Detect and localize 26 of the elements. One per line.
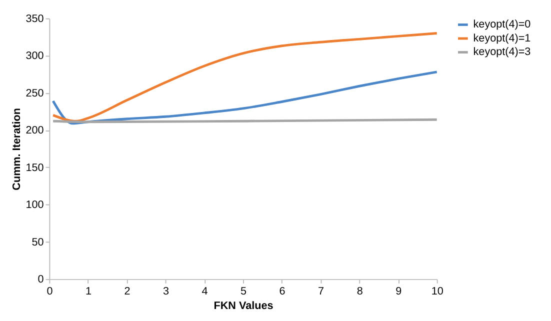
line-series — [52, 70, 438, 125]
y-tick-label: 100 — [26, 199, 44, 212]
x-tick-label: 8 — [356, 285, 363, 298]
line-series — [52, 32, 438, 122]
x-tick-label: 2 — [124, 285, 130, 298]
y-axis-title: Cumm. Iteration — [10, 108, 23, 190]
y-tick-label: 350 — [26, 12, 44, 25]
x-tick-label: 5 — [240, 285, 247, 298]
legend-label: keyopt(4)=3 — [473, 46, 531, 58]
x-axis-title: FKN Values — [214, 300, 274, 312]
x-tick-label: 9 — [396, 285, 402, 298]
x-tick-label: 1 — [85, 285, 92, 298]
y-tick-label: 150 — [26, 162, 44, 174]
y-tick-label: 300 — [26, 50, 44, 62]
x-tick-label: 4 — [202, 285, 208, 298]
x-tick-label: 3 — [162, 285, 169, 298]
y-tick-label: 50 — [32, 236, 44, 248]
y-tick-label: 250 — [26, 87, 44, 100]
x-tick-label: 0 — [46, 285, 53, 298]
x-tick-label: 7 — [318, 285, 324, 298]
legend-label: keyopt(4)=0 — [473, 18, 531, 31]
x-tick-label: 6 — [279, 285, 286, 298]
y-tick-label: 200 — [26, 124, 44, 137]
y-tick-label: 0 — [38, 274, 44, 286]
x-tick-label: 10 — [431, 285, 444, 298]
legend-label: keyopt(4)=1 — [473, 32, 531, 44]
